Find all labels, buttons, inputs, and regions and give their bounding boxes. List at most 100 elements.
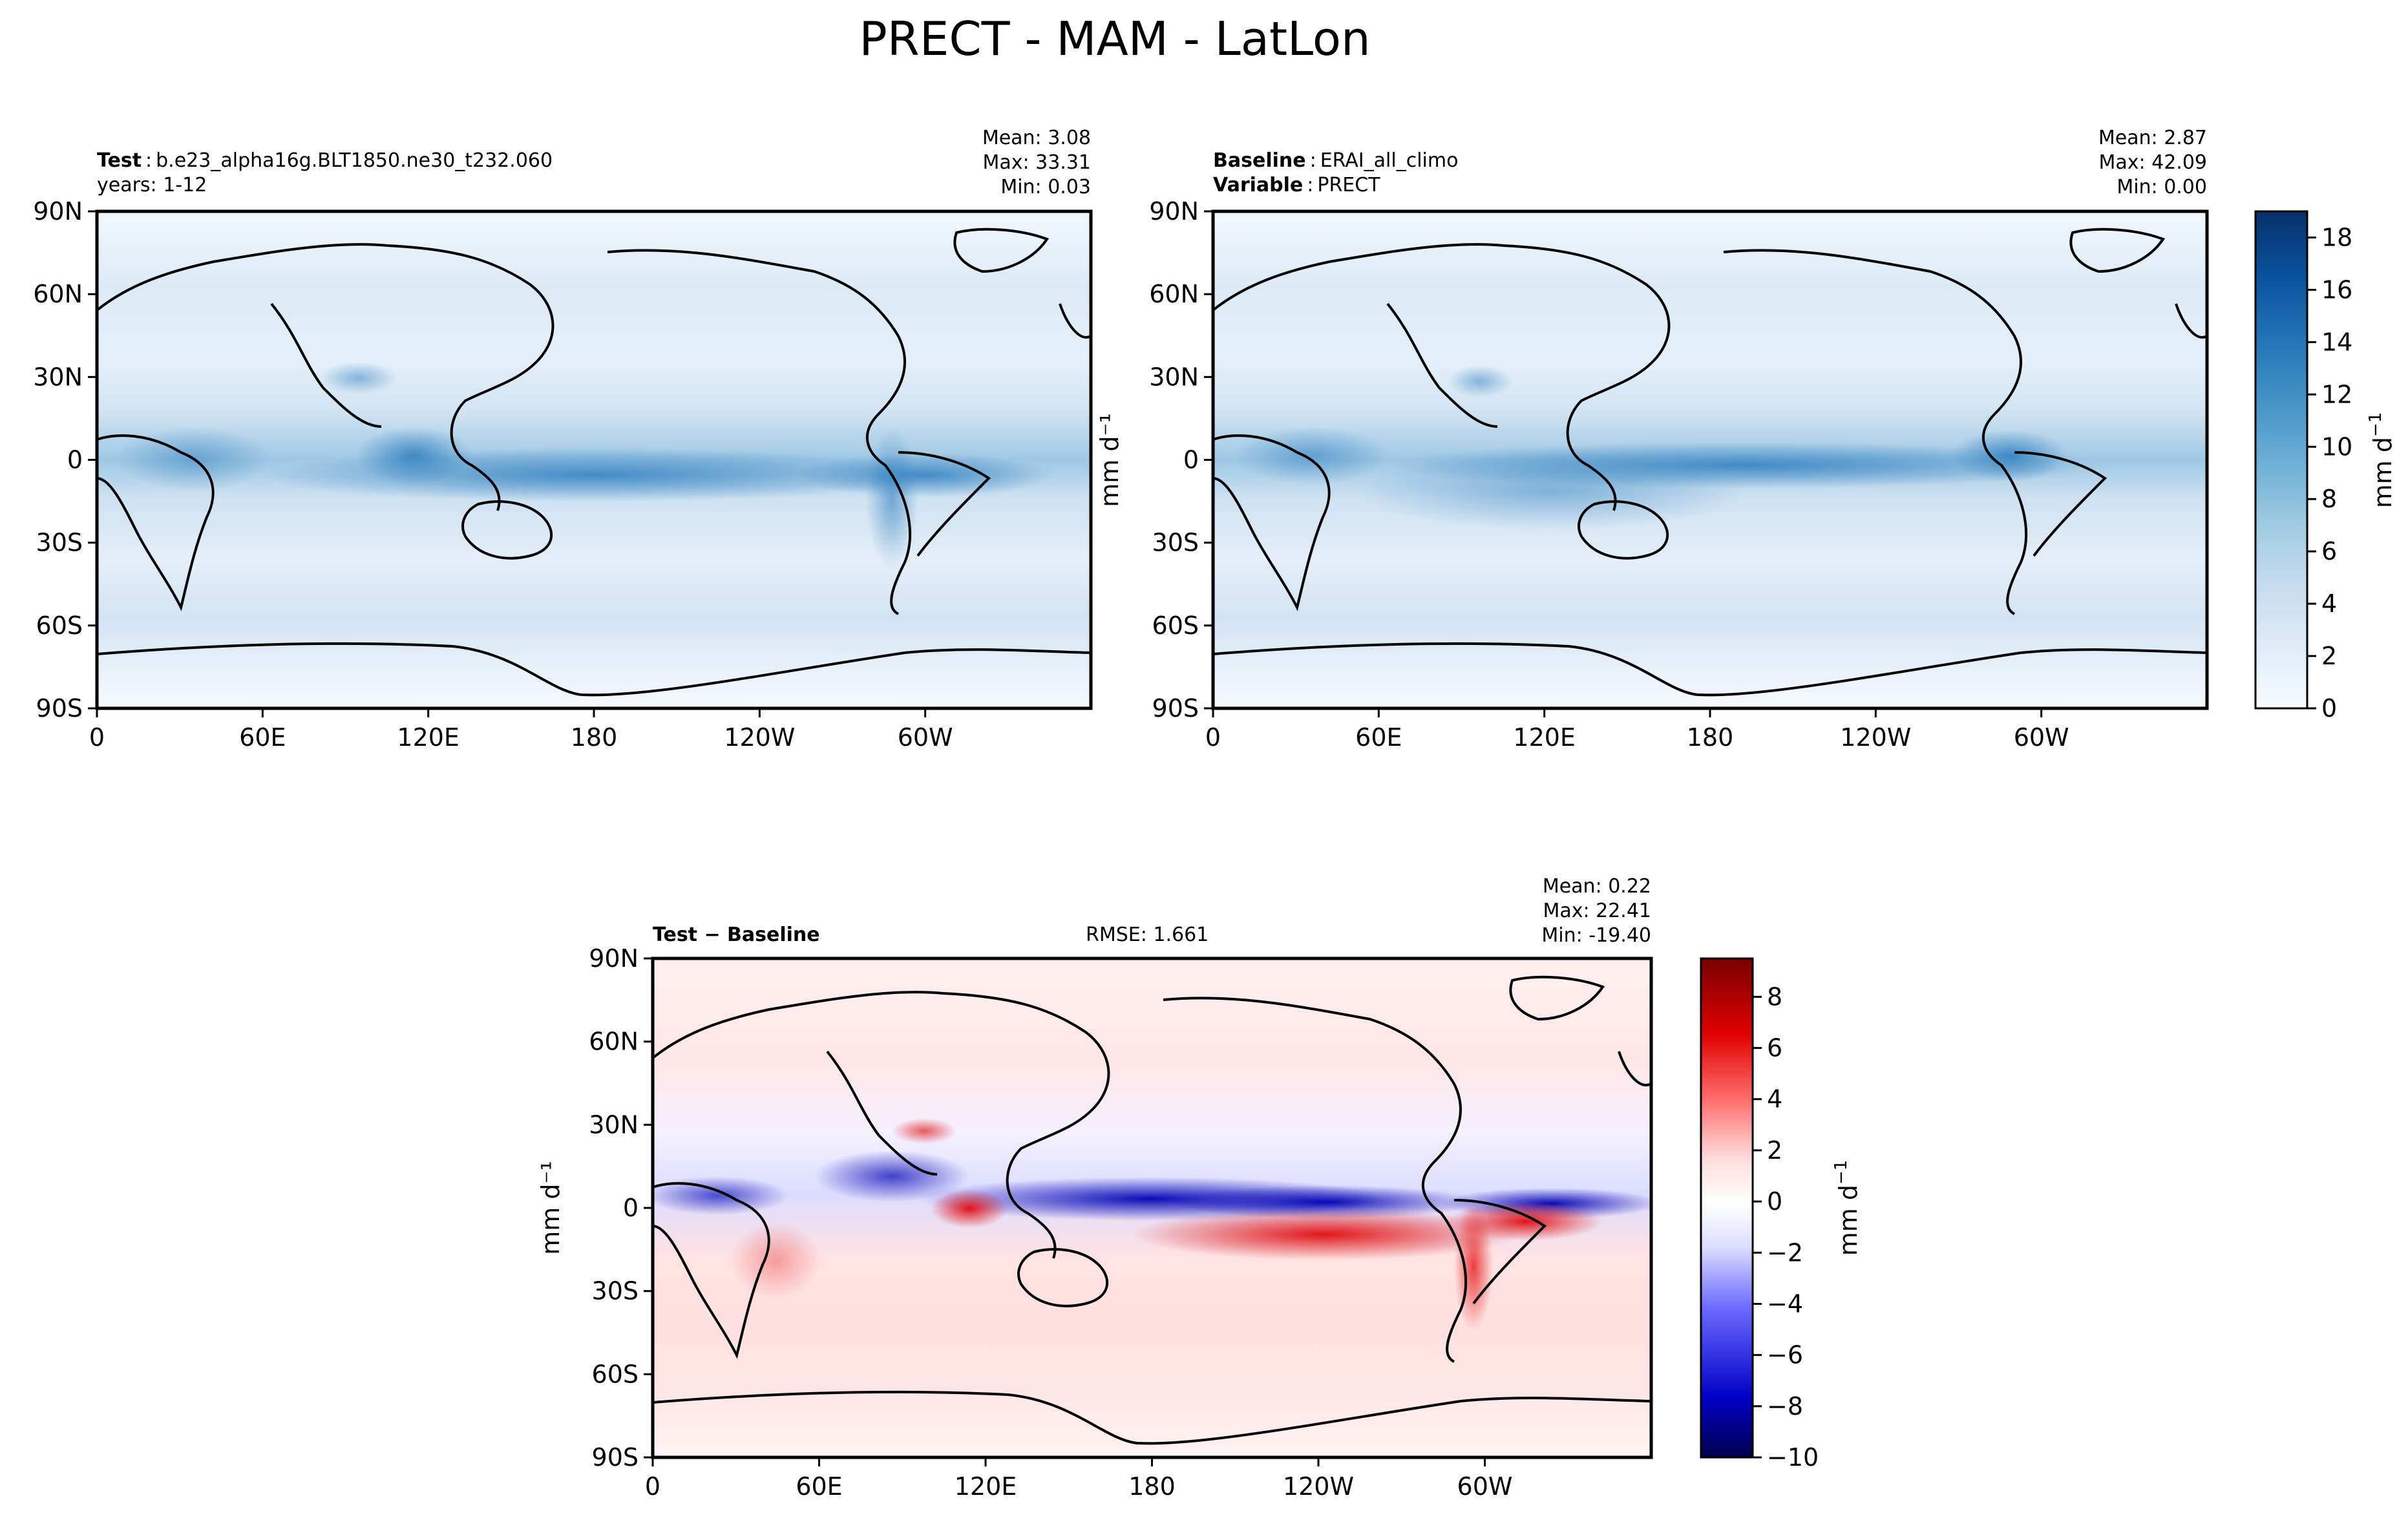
difference-colorbar-tick-label: −6: [1767, 1341, 1803, 1369]
difference-colorbar: [1700, 957, 1754, 1459]
baseline-ytick-label: 30S: [1152, 529, 1199, 557]
difference-colorbar-tick-label: −10: [1767, 1443, 1819, 1472]
baseline-colorbar-tick-label: 18: [2321, 223, 2352, 251]
difference-ytick-label: 90S: [592, 1443, 639, 1472]
test-label-bold: Test: [97, 149, 142, 172]
test-ytick-label: 30N: [33, 363, 83, 391]
difference-ytick-label: 0: [623, 1194, 639, 1222]
baseline-label-text: ERAI_all_climo: [1320, 149, 1459, 172]
difference-ytick-label: 30S: [592, 1277, 639, 1305]
test-xtick-label: 120E: [397, 723, 459, 752]
difference-colorbar-tick-label: 4: [1767, 1085, 1782, 1114]
baseline-colorbar-tick-label: 6: [2321, 537, 2337, 565]
difference-xtick-label: 180: [1128, 1472, 1176, 1501]
test-stat-min: Min: 0.03: [1000, 176, 1091, 198]
baseline-ytick-label: 90N: [1149, 197, 1199, 226]
difference-ytick-label: 30N: [589, 1110, 639, 1139]
difference-ytick-label: 60S: [592, 1360, 639, 1388]
difference-ylabel: mm d⁻¹: [536, 1161, 565, 1255]
baseline-colorbar-tick-label: 12: [2321, 380, 2352, 408]
test-label: Test: b.e23_alpha16g.BLT1850.ne30_t232.06…: [97, 149, 553, 172]
test-label-text: b.e23_alpha16g.BLT1850.ne30_t232.060: [156, 149, 553, 172]
baseline-label-sep: :: [1310, 149, 1316, 172]
colorbar-unit-top: mm d−1: [2366, 412, 2397, 509]
difference-xtick-label: 0: [645, 1472, 660, 1501]
test-label-sep: :: [145, 149, 152, 172]
baseline-xtick-label: 120E: [1513, 723, 1576, 752]
baseline-stat-min: Min: 0.00: [2117, 176, 2207, 198]
test-xtick-label: 0: [89, 723, 105, 752]
difference-stat-max: Max: 22.41: [1543, 900, 1651, 922]
colorbar-unit-bottom-exp: −1: [1832, 1160, 1851, 1185]
baseline-colorbar-tick-label: 8: [2321, 485, 2337, 513]
difference-colorbar-tick-label: −4: [1767, 1289, 1803, 1318]
test-ytick-label: 0: [67, 446, 83, 474]
difference-label: Test − Baseline: [653, 924, 820, 946]
baseline-stat-max: Max: 42.09: [2098, 151, 2207, 174]
difference-panel: 0 60E 120E 180 120W 60W 90N 60N 30N 0 30S 60S 90S Te…: [536, 875, 1863, 1501]
difference-colorbar-tick-label: −2: [1767, 1238, 1803, 1267]
test-sublabel: years: 1-12: [97, 174, 207, 196]
baseline-ytick-label: 90S: [1152, 694, 1199, 723]
baseline-colorbar-tick-label: 10: [2321, 432, 2352, 461]
test-xtick-label: 120W: [724, 723, 795, 752]
colorbar-unit-top-base: mm d: [2369, 437, 2397, 508]
baseline-xtick-label: 60W: [2014, 723, 2069, 752]
baseline-sublabel: Variable: PRECT: [1213, 174, 1380, 196]
baseline-colorbar-tick-label: 0: [2321, 694, 2337, 723]
test-ytick-label: 60N: [33, 280, 83, 308]
baseline-ytick-label: 30N: [1149, 363, 1199, 391]
baseline-ytick-label: 60N: [1149, 280, 1199, 308]
test-stat-mean: Mean: 3.08: [982, 127, 1091, 149]
test-ytick-label: 90S: [36, 694, 83, 723]
baseline-label: Baseline: ERAI_all_climo: [1213, 149, 1458, 172]
colorbar-unit-bottom-base: mm d: [1834, 1185, 1863, 1256]
baseline-ytick-label: 60S: [1152, 611, 1199, 640]
difference-ytick-label: 60N: [589, 1028, 639, 1056]
test-coastlines: [97, 227, 1091, 697]
difference-xtick-label: 60E: [796, 1472, 842, 1501]
baseline-xtick-label: 180: [1687, 723, 1734, 752]
colorbar-unit-top-exp: −1: [2366, 412, 2385, 437]
figure-title: PRECT - MAM - LatLon: [859, 12, 1370, 66]
test-ytick-label: 30S: [36, 529, 83, 557]
baseline-sublabel-text: PRECT: [1317, 174, 1380, 196]
baseline-colorbar-tick-label: 2: [2321, 642, 2337, 670]
difference-colorbar-tick-label: −8: [1767, 1392, 1803, 1421]
test-stat-max: Max: 33.31: [982, 151, 1091, 174]
test-field: [97, 211, 1091, 708]
baseline-stat-mean: Mean: 2.87: [2098, 127, 2207, 149]
baseline-ytick-label: 0: [1183, 446, 1199, 474]
difference-stat-min: Min: -19.40: [1541, 924, 1651, 947]
test-panel: 0 60E 120E 180 120W 60W 90N 60N 30N 0 30S 60S 90S Te…: [33, 127, 1093, 752]
baseline-colorbar-tick-label: 4: [2321, 589, 2337, 618]
difference-xtick-label: 120E: [955, 1472, 1017, 1501]
baseline-sublabel-bold: Variable: [1213, 174, 1303, 196]
baseline-ylabel: mm d⁻¹: [1095, 413, 1124, 507]
difference-xtick-label: 120W: [1283, 1472, 1354, 1501]
colorbar-unit-bottom: mm d−1: [1832, 1160, 1863, 1256]
test-xtick-label: 60E: [239, 723, 286, 752]
test-xtick-label: 60W: [898, 723, 953, 752]
difference-rmse: RMSE: 1.661: [1086, 924, 1209, 946]
difference-colorbar-tick-label: 2: [1767, 1136, 1782, 1165]
baseline-xtick-label: 0: [1205, 723, 1221, 752]
difference-colorbar-tick-label: 8: [1767, 982, 1782, 1011]
baseline-field: [1213, 211, 2207, 708]
test-xtick-label: 180: [571, 723, 618, 752]
difference-ytick-label: 90N: [589, 944, 639, 973]
difference-colorbar-tick-label: 6: [1767, 1034, 1782, 1062]
test-ytick-label: 90N: [33, 197, 83, 226]
difference-field: [653, 958, 1651, 1457]
baseline-sublabel-sep: :: [1307, 174, 1313, 196]
difference-xtick-label: 60W: [1457, 1472, 1513, 1501]
baseline-colorbar-tick-label: 16: [2321, 275, 2352, 304]
difference-colorbar-tick-label: 0: [1767, 1187, 1782, 1216]
baseline-label-bold: Baseline: [1213, 149, 1306, 172]
difference-coastlines: [653, 975, 1651, 1445]
test-ytick-label: 60S: [36, 611, 83, 640]
baseline-colorbar-tick-label: 14: [2321, 328, 2352, 356]
baseline-colorbar: [2254, 210, 2308, 710]
